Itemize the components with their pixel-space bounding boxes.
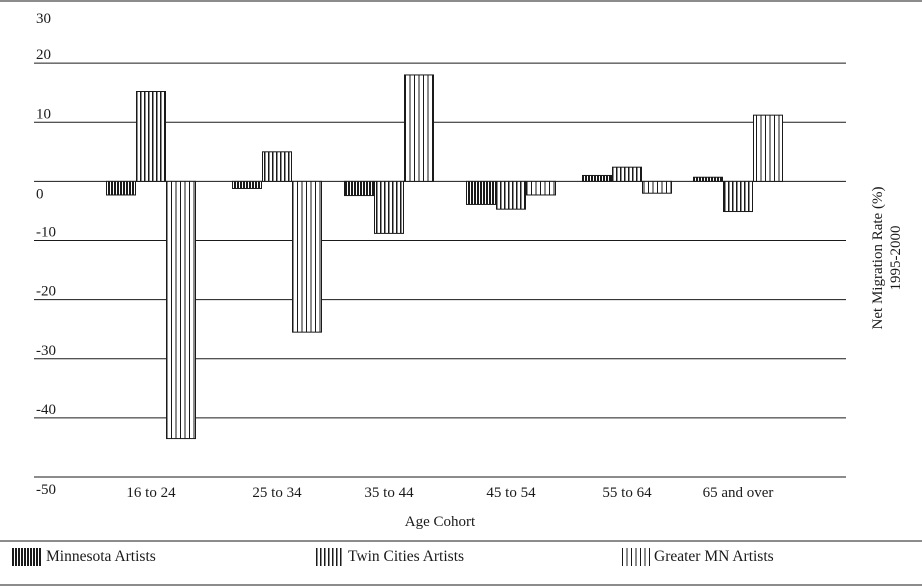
- bar-minnesota: [232, 180, 262, 189]
- x-category-label: 35 to 44: [364, 485, 414, 501]
- bar-minnesota: [466, 180, 496, 205]
- y-tick-label: 30: [36, 11, 51, 27]
- y-tick-label: -30: [36, 343, 56, 359]
- bar-greater-mn: [166, 180, 196, 440]
- bar-twin-cities: [723, 180, 753, 213]
- bars: [106, 74, 783, 440]
- bar-greater-mn: [292, 180, 322, 333]
- x-category-label: 25 to 34: [252, 485, 302, 501]
- bar-twin-cities: [612, 166, 642, 182]
- bar-minnesota: [106, 180, 136, 196]
- legend-swatch-greater-mn: [622, 548, 650, 566]
- y-axis-title-period: 1995-2000: [888, 226, 904, 291]
- legend-item-minnesota: Minnesota Artists: [12, 548, 156, 566]
- y-tick-label: -10: [36, 225, 56, 241]
- bar-minnesota: [344, 180, 374, 197]
- legend-label-minnesota: Minnesota Artists: [46, 548, 156, 565]
- x-category-label: 45 to 54: [486, 485, 536, 501]
- bar-greater-mn: [753, 114, 783, 182]
- x-category-label: 16 to 24: [126, 485, 176, 501]
- bar-twin-cities: [136, 91, 166, 182]
- x-category-label: 55 to 64: [602, 485, 652, 501]
- y-tick-label: 10: [36, 106, 51, 122]
- y-tick-label: -40: [36, 402, 56, 418]
- legend-swatch-minnesota: [12, 548, 42, 566]
- legend-item-twin-cities: Twin Cities Artists: [316, 548, 464, 566]
- bar-minnesota: [693, 176, 723, 182]
- bar-minnesota: [582, 174, 612, 182]
- y-tick-label: -20: [36, 284, 56, 300]
- y-axis-title: Net Migration Rate (%): [870, 187, 886, 330]
- legend: Minnesota Artists Twin Cities Artists Gr…: [0, 540, 922, 586]
- legend-label-twin-cities: Twin Cities Artists: [348, 548, 465, 565]
- bar-twin-cities: [262, 151, 292, 182]
- bar-chart: 30 20 10 0 -10 -20 -30 -40 -50 16 to 24 25 to 34 3…: [0, 0, 922, 530]
- x-category-label: 65 and over: [703, 485, 774, 501]
- y-tick-label: 20: [36, 47, 51, 63]
- bar-greater-mn: [404, 74, 434, 182]
- y-tick-labels: 30 20 10 0 -10 -20 -30 -40 -50: [36, 11, 56, 498]
- bar-greater-mn: [642, 180, 672, 194]
- legend-bottom-rule: [0, 584, 922, 586]
- x-category-labels: 16 to 24 25 to 34 35 to 44 45 to 54 55 to 64…: [126, 485, 773, 501]
- x-axis-title: Age Cohort: [405, 514, 476, 530]
- y-tick-label: 0: [36, 186, 44, 202]
- legend-label-greater-mn: Greater MN Artists: [654, 548, 774, 565]
- bar-greater-mn: [526, 180, 556, 196]
- y-tick-label: -50: [36, 482, 56, 498]
- legend-swatch-twin-cities: [316, 548, 344, 566]
- bar-twin-cities: [374, 180, 404, 234]
- bar-twin-cities: [496, 180, 526, 210]
- legend-item-greater-mn: Greater MN Artists: [622, 548, 774, 566]
- legend-top-rule: [0, 540, 922, 542]
